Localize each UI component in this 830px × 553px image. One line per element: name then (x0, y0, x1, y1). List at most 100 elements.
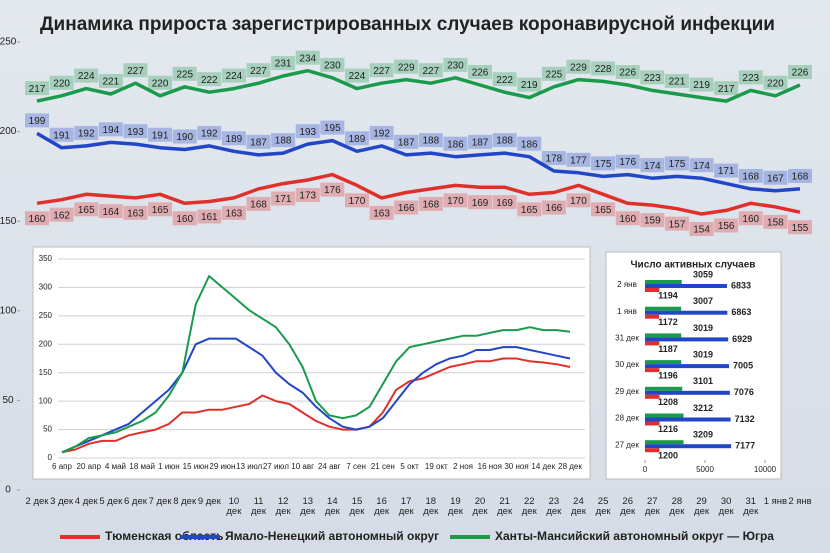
label-box (714, 218, 739, 233)
data-label: 225 (546, 69, 563, 80)
label-box (320, 57, 345, 72)
data-label: 221 (669, 77, 686, 88)
bar (645, 444, 732, 449)
x-tick-label: 15 июн (183, 462, 209, 471)
data-label: 6929 (732, 334, 752, 344)
y-tick-label: 250 (39, 311, 53, 320)
x-tick-label: 1 июн (158, 462, 180, 471)
data-label: 219 (693, 80, 710, 91)
data-label: 220 (152, 78, 169, 89)
x-tick-label: 28 дек (669, 496, 685, 517)
data-label: 227 (422, 66, 439, 77)
label-box (74, 202, 99, 217)
data-label: 3019 (693, 323, 713, 333)
data-label: 163 (226, 209, 243, 220)
data-label: 228 (595, 64, 612, 75)
label-box (49, 75, 74, 90)
data-label: 220 (53, 78, 70, 89)
data-label: 1187 (658, 344, 678, 354)
bar (645, 386, 683, 391)
label-box (25, 81, 49, 96)
label-box (418, 63, 443, 78)
data-label: 157 (669, 219, 686, 230)
x-tick-label: 8 дек (173, 496, 197, 507)
label-box (664, 156, 689, 171)
data-label: 175 (669, 159, 686, 170)
data-label: 160 (742, 214, 759, 225)
label-box (369, 125, 394, 140)
label-box (295, 124, 320, 139)
y-tick-label: 100 (0, 305, 17, 316)
x-tick-label: 16 дек (374, 496, 390, 517)
x-tick-label: 21 сен (371, 462, 395, 471)
label-box (492, 72, 517, 87)
label-box (517, 77, 542, 92)
x-tick-label: 6 апр (52, 462, 72, 471)
data-label: 224 (78, 71, 95, 82)
data-label: 155 (792, 223, 809, 234)
label-box (123, 205, 148, 220)
data-label: 186 (447, 139, 464, 150)
label-box (221, 68, 246, 83)
data-label: 168 (742, 172, 759, 183)
x-tick-label: 19 дек (447, 496, 463, 517)
y-tick-label: 200 (0, 126, 17, 137)
label-box (615, 65, 640, 80)
x-tick-label: 12 дек (275, 496, 291, 517)
y-tick-label: 350 (39, 254, 53, 263)
data-label: 165 (521, 205, 538, 216)
label-box (148, 202, 173, 217)
label-box (689, 77, 714, 92)
label-box (788, 220, 812, 235)
data-label: 1216 (658, 424, 678, 434)
x-tick-label: 2 дек (25, 496, 49, 507)
label-box (640, 213, 665, 228)
bar (645, 421, 660, 426)
label-box (344, 131, 369, 146)
x-tick-label: 9 дек (197, 496, 221, 507)
data-label: 160 (29, 214, 46, 225)
data-label: 224 (226, 71, 243, 82)
x-tick-label: 14 дек (324, 496, 340, 517)
bar (645, 314, 660, 319)
data-label: 176 (324, 185, 341, 196)
label-box (443, 193, 468, 208)
label-box (197, 125, 222, 140)
data-label: 187 (250, 138, 267, 149)
x-tick-label: 22 дек (521, 496, 537, 517)
data-label: 3209 (693, 430, 713, 440)
data-label: 6863 (731, 307, 751, 317)
label-box (492, 195, 517, 210)
bar (645, 440, 684, 445)
x-tick-label: 13 июл (236, 462, 262, 471)
bar (645, 310, 728, 315)
label-box (320, 120, 345, 135)
label-box (123, 63, 148, 78)
x-tick-label: 2 ноя (453, 462, 473, 471)
data-label: 160 (176, 214, 193, 225)
bar (645, 413, 684, 418)
data-label: 189 (349, 134, 366, 145)
y-tick-label: 31 дек (615, 334, 639, 343)
label-box (738, 168, 763, 183)
label-box (517, 202, 542, 217)
data-label: 191 (53, 130, 70, 141)
x-tick-label: 14 дек (531, 462, 555, 471)
label-box (49, 207, 74, 222)
data-label: 176 (619, 157, 636, 168)
data-label: 234 (299, 53, 316, 64)
bar (645, 394, 660, 399)
data-label: 170 (570, 196, 587, 207)
x-tick-label: 7 дек (148, 496, 172, 507)
label-box (541, 200, 566, 215)
data-label: 222 (496, 75, 513, 86)
data-label: 217 (29, 84, 46, 95)
data-label: 171 (718, 166, 735, 177)
data-label: 219 (521, 80, 538, 91)
label-box (689, 158, 714, 173)
label-box (295, 50, 320, 65)
data-label: 6833 (731, 280, 751, 290)
data-label: 169 (496, 198, 513, 209)
legend-label: Ямало-Ненецкий автономный округ (225, 529, 439, 543)
data-label: 1208 (658, 397, 678, 407)
